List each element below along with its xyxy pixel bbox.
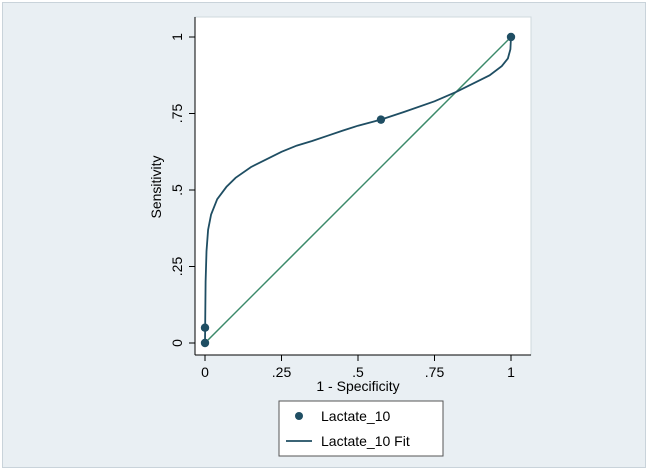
legend: Lactate_10 Lactate_10 Fit [278, 400, 444, 457]
legend-label-lactate-10: Lactate_10 [321, 408, 390, 424]
legend-box [278, 400, 444, 457]
data-point-lactate-10 [506, 32, 516, 42]
x-tick-label: .5 [352, 364, 364, 380]
x-tick-label: 1 [507, 364, 515, 380]
y-axis-label: Sensitivity [148, 155, 164, 218]
data-point-lactate-10 [376, 115, 386, 124]
x-tick-label: .75 [425, 364, 445, 380]
legend-marker-lactate-10 [295, 412, 303, 420]
x-tick-label: 0 [201, 364, 209, 380]
y-tick-label: .75 [169, 104, 185, 124]
x-axis-label: 1 - Specificity [316, 378, 399, 394]
data-point-lactate-10 [200, 323, 210, 332]
y-tick-label: .25 [169, 257, 185, 277]
fit-curve-lactate-10 [204, 36, 512, 344]
chart-frame: 0 .25 .5 .75 1 0 .25 .5 .75 1 1 - Specificity Sen… [2, 2, 646, 468]
y-tick-label: .5 [169, 184, 185, 196]
data-point-lactate-10 [200, 338, 210, 348]
y-tick-label: 0 [169, 339, 185, 347]
reference-diagonal-line [204, 36, 512, 344]
roc-chart: 0 .25 .5 .75 1 0 .25 .5 .75 1 1 - Specificity Sen… [148, 16, 532, 457]
x-tick-label: .25 [272, 364, 292, 380]
legend-label-lactate-10-fit: Lactate_10 Fit [321, 433, 410, 449]
y-tick-label: 1 [169, 33, 185, 41]
